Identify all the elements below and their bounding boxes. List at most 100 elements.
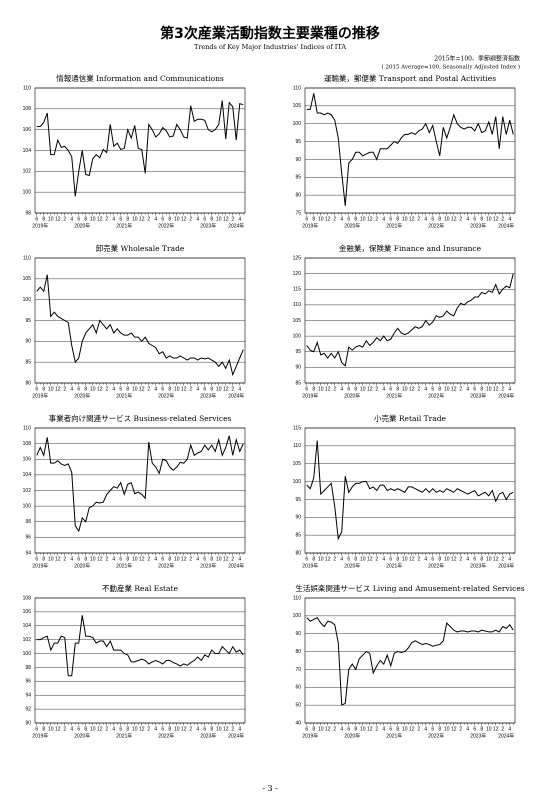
x-tick-label: 4 [382, 556, 385, 562]
year-label: 2020年 [74, 392, 90, 399]
x-tick-label: 12 [97, 216, 103, 222]
x-tick-label: 12 [493, 386, 499, 392]
x-tick-label: 4 [112, 386, 115, 392]
year-label: 2019年 [302, 562, 318, 569]
x-tick-label: 4 [238, 556, 241, 562]
x-tick-label: 8 [354, 216, 357, 222]
y-tick-label: 90 [295, 515, 301, 521]
x-tick-label: 8 [312, 386, 315, 392]
x-tick-label: 8 [168, 726, 171, 732]
x-tick-label: 6 [431, 556, 434, 562]
x-tick-label: 4 [424, 216, 427, 222]
x-tick-label: 8 [354, 726, 357, 732]
x-tick-label: 2 [375, 386, 378, 392]
year-label: 2021年 [116, 562, 132, 569]
year-label: 2024年 [498, 222, 514, 229]
x-tick-label: 10 [486, 726, 492, 732]
x-tick-label: 10 [360, 386, 366, 392]
x-tick-label: 10 [486, 556, 492, 562]
x-tick-label: 2 [375, 726, 378, 732]
x-tick-label: 10 [444, 386, 450, 392]
y-tick-label: 106 [23, 127, 32, 133]
x-tick-label: 8 [312, 556, 315, 562]
x-tick-label: 4 [70, 726, 73, 732]
x-tick-label: 2 [105, 556, 108, 562]
x-tick-label: 10 [174, 726, 180, 732]
line-series [36, 100, 244, 197]
x-tick-label: 8 [210, 216, 213, 222]
x-tick-label: 8 [438, 386, 441, 392]
x-tick-label: 6 [161, 386, 164, 392]
x-tick-label: 10 [486, 216, 492, 222]
year-label: 2021年 [386, 732, 402, 739]
x-tick-label: 2 [417, 216, 420, 222]
y-tick-label: 95 [295, 497, 301, 503]
y-tick-label: 90 [295, 631, 301, 637]
page-subtitle: Trends of Key Major Industries' Indices … [194, 43, 346, 51]
year-label: 2021年 [386, 392, 402, 399]
x-tick-label: 12 [181, 216, 187, 222]
x-tick-label: 2 [231, 726, 234, 732]
x-tick-label: 4 [196, 726, 199, 732]
x-tick-label: 12 [409, 556, 415, 562]
x-tick-label: 12 [223, 556, 229, 562]
x-tick-label: 8 [312, 216, 315, 222]
x-tick-label: 6 [473, 726, 476, 732]
x-tick-label: 8 [168, 386, 171, 392]
y-tick-label: 104 [23, 472, 32, 478]
x-tick-label: 8 [126, 386, 129, 392]
x-tick-label: 8 [126, 556, 129, 562]
x-tick-label: 2 [63, 386, 66, 392]
x-tick-label: 12 [181, 726, 187, 732]
y-tick-label: 100 [293, 613, 302, 619]
x-tick-label: 6 [305, 556, 308, 562]
x-tick-label: 2 [459, 726, 462, 732]
x-tick-label: 4 [112, 726, 115, 732]
x-tick-label: 2 [147, 726, 150, 732]
x-tick-label: 2 [417, 386, 420, 392]
year-label: 2024年 [228, 562, 244, 569]
y-tick-label: 80 [25, 380, 31, 386]
year-label: 2020年 [74, 222, 90, 229]
y-tick-label: 100 [23, 651, 32, 657]
x-tick-label: 2 [417, 726, 420, 732]
x-tick-label: 10 [318, 726, 324, 732]
x-tick-label: 8 [438, 556, 441, 562]
x-tick-label: 6 [389, 726, 392, 732]
y-tick-label: 95 [295, 139, 301, 145]
x-tick-label: 6 [347, 556, 350, 562]
year-label: 2021年 [116, 392, 132, 399]
page-number: - 3 - [262, 784, 278, 793]
plot-frame [304, 87, 516, 214]
x-tick-label: 8 [354, 556, 357, 562]
x-tick-label: 12 [493, 726, 499, 732]
x-tick-label: 8 [480, 556, 483, 562]
y-tick-label: 80 [295, 550, 301, 556]
x-tick-label: 4 [466, 726, 469, 732]
x-tick-label: 12 [223, 216, 229, 222]
y-tick-label: 110 [23, 425, 31, 431]
x-tick-label: 2 [147, 556, 150, 562]
x-tick-label: 12 [367, 726, 373, 732]
x-tick-label: 4 [196, 556, 199, 562]
y-tick-label: 94 [25, 693, 31, 699]
year-label: 2022年 [158, 392, 174, 399]
x-tick-label: 10 [216, 726, 222, 732]
x-tick-label: 10 [402, 216, 408, 222]
x-tick-label: 2 [459, 556, 462, 562]
year-label: 2019年 [302, 392, 318, 399]
year-label: 2023年 [200, 392, 216, 399]
x-tick-label: 10 [360, 216, 366, 222]
x-tick-label: 2 [501, 216, 504, 222]
x-tick-label: 10 [90, 216, 96, 222]
x-tick-label: 10 [402, 386, 408, 392]
x-tick-label: 8 [480, 726, 483, 732]
x-tick-label: 8 [396, 216, 399, 222]
x-tick-label: 10 [90, 726, 96, 732]
plot-frame [304, 427, 516, 554]
year-label: 2023年 [200, 732, 216, 739]
x-tick-label: 2 [105, 216, 108, 222]
y-tick-label: 90 [25, 720, 31, 726]
x-tick-label: 10 [48, 216, 54, 222]
y-tick-label: 104 [23, 148, 32, 154]
